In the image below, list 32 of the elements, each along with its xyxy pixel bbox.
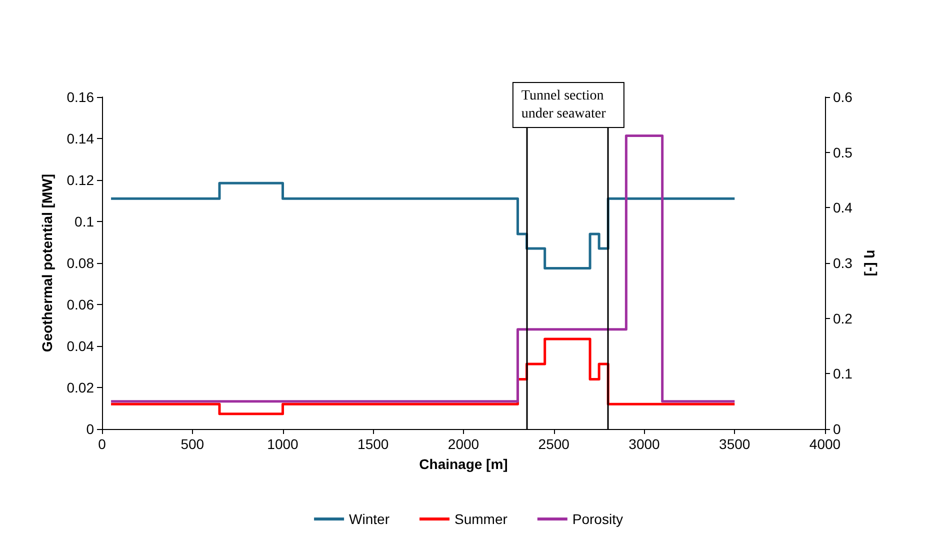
legend-label: Summer — [454, 511, 508, 527]
annotation: Tunnel section under seawater — [521, 88, 606, 122]
y2-tick-label: 0.6 — [833, 89, 853, 105]
y-tick-label: 0.06 — [66, 296, 94, 312]
y-tick-label: 0.02 — [66, 380, 94, 396]
y-tick-label: 0 — [86, 421, 94, 437]
y-tick-label: 0.14 — [66, 130, 94, 146]
y2-tick-label: 0.3 — [833, 255, 853, 271]
x-tick-label: 2500 — [538, 436, 570, 452]
legend-label: Winter — [349, 511, 390, 527]
y-axis-title: Geothermal potential [MW] — [39, 174, 55, 352]
x-tick-label: 4000 — [809, 436, 841, 452]
y-tick-label: 0.12 — [66, 172, 94, 188]
y2-tick-label: 0 — [833, 421, 841, 437]
y2-tick-label: 0.2 — [833, 310, 853, 326]
y-tick-label: 0.1 — [74, 214, 94, 230]
x-tick-label: 1500 — [358, 436, 389, 452]
y-tick-label: 0.04 — [66, 338, 94, 354]
y2-tick-label: 0.1 — [833, 366, 853, 382]
x-tick-label: 500 — [180, 436, 204, 452]
x-axis-title: Chainage [m] — [419, 456, 508, 472]
x-tick-label: 3000 — [628, 436, 660, 452]
y-tick-label: 0.16 — [66, 89, 94, 105]
y-tick-label: 0.08 — [66, 255, 94, 271]
x-tick-label: 3500 — [719, 436, 750, 452]
x-tick-label: 2000 — [448, 436, 480, 452]
y2-tick-label: 0.4 — [833, 200, 853, 216]
x-tick-label: 0 — [98, 436, 106, 452]
y2-axis-title: η [-] — [864, 250, 880, 276]
legend-label: Porosity — [572, 511, 623, 527]
x-tick-label: 1000 — [267, 436, 299, 452]
y2-tick-label: 0.5 — [833, 144, 853, 160]
